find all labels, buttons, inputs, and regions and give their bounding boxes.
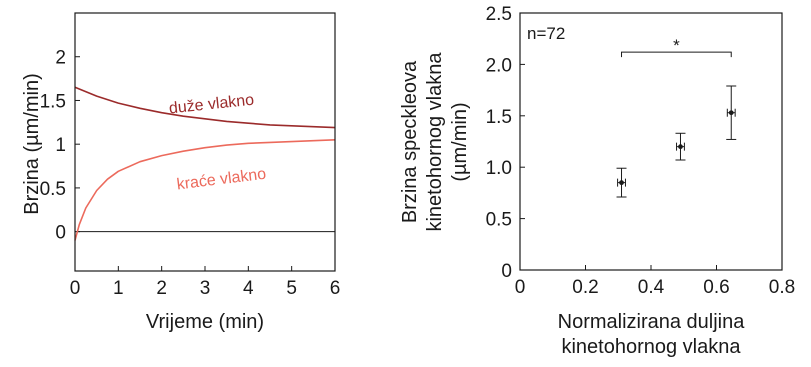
- point-marker: [619, 180, 624, 186]
- significance-line: [621, 51, 732, 58]
- left-y-tick-label: 1.5: [40, 91, 66, 112]
- right-y-axis-label-line: (µm/min): [449, 102, 471, 181]
- left-x-tick-label: 6: [330, 278, 341, 299]
- point-marker: [678, 144, 683, 150]
- significance-bracket: *: [621, 36, 732, 58]
- right-y-tick-label: 0: [501, 261, 512, 282]
- left-x-tick-label: 4: [243, 278, 254, 299]
- series-line-0: [74, 86, 336, 129]
- right-x-tick-label: 0.8: [769, 277, 795, 298]
- point-marker: [728, 110, 734, 116]
- left-x-tick-label: 2: [156, 278, 167, 299]
- right-x-axis-label-line: kinetohornog vlakna: [561, 336, 741, 358]
- series-label-longer: duže vlakno: [168, 92, 255, 118]
- left-y-ticks: 0 0.5 1 1.5 2: [40, 48, 80, 244]
- series-label-shorter: kraće vlakno: [176, 166, 267, 194]
- sample-size-annotation: n=72: [527, 24, 565, 43]
- right-x-tick-label: 0.2: [572, 277, 598, 298]
- significance-star: *: [673, 36, 680, 55]
- left-x-tick-label: 0: [70, 278, 81, 299]
- right-x-tick-label: 0.6: [703, 277, 729, 298]
- left-x-tick-label: 3: [200, 278, 211, 299]
- right-x-tick-label: 0.4: [638, 277, 665, 298]
- right-y-ticks: 0 0.5 1.0 1.5 2.0 2.5: [486, 4, 525, 282]
- left-x-tick-label: 5: [286, 278, 297, 299]
- right-y-tick-label: 1.0: [486, 158, 512, 179]
- right-y-tick-label: 2.0: [486, 55, 512, 76]
- left-x-tick-label: 1: [113, 278, 124, 299]
- right-y-axis-label-line: Brzina speckleova: [399, 60, 421, 223]
- right-x-ticks: 0 0.2 0.4 0.6 0.8: [515, 265, 795, 298]
- right-y-tick-label: 0.5: [486, 210, 512, 231]
- left-plot-frame: [74, 12, 336, 272]
- right-y-tick-label: 1.5: [486, 107, 512, 128]
- series-line-1: [74, 139, 336, 241]
- left-y-tick-label: 0.5: [40, 179, 66, 200]
- left-x-axis-label: Vrijeme (min): [146, 311, 264, 333]
- right-y-tick-label: 2.5: [486, 4, 512, 25]
- left-y-axis-label: Brzina (µm/min): [21, 73, 43, 215]
- left-series: [74, 86, 336, 241]
- left-y-tick-label: 2: [55, 48, 66, 69]
- right-x-tick-label: 0: [515, 277, 526, 298]
- right-chart: Brzina speckleova kinetohornog vlakna (µm/…: [399, 4, 795, 358]
- data-point-1: [675, 132, 686, 161]
- left-y-tick-label: 1: [55, 135, 66, 156]
- right-plot-frame: [519, 12, 783, 271]
- right-x-axis-label: Normalizirana duljina kinetohornog vlakna: [558, 311, 746, 358]
- data-point-2: [726, 85, 737, 140]
- data-point-0: [616, 167, 627, 198]
- right-x-axis-label-line: Normalizirana duljina: [558, 311, 746, 333]
- right-y-axis-label-line: kinetohornog vlakna: [424, 52, 446, 232]
- right-points: [616, 85, 737, 198]
- right-y-axis-label: Brzina speckleova kinetohornog vlakna (µm/…: [399, 52, 471, 232]
- left-y-tick-label: 0: [55, 223, 66, 244]
